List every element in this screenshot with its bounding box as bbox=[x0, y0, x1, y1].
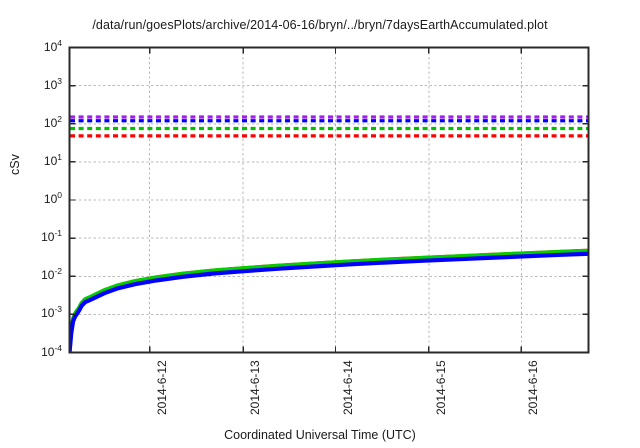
x-axis-label: Coordinated Universal Time (UTC) bbox=[224, 428, 416, 442]
page-title: /data/run/goesPlots/archive/2014-06-16/b… bbox=[92, 18, 548, 32]
y-tick-label: 101 bbox=[43, 151, 62, 168]
y-tick-label: 10-4 bbox=[41, 342, 62, 359]
y-tick-label: 102 bbox=[43, 113, 62, 130]
y-tick-label: 104 bbox=[43, 37, 62, 54]
y-tick-label: 10-2 bbox=[41, 266, 62, 283]
data-series-group bbox=[69, 248, 589, 353]
grid-lines bbox=[69, 47, 589, 353]
tick-marks bbox=[69, 46, 589, 354]
y-tick-label: 100 bbox=[43, 190, 62, 206]
y-tick-label: 10-1 bbox=[41, 228, 62, 245]
y-axis-tick-labels: 104 103 102 101 100 10-1 10-2 10-3 10-4 bbox=[0, 0, 64, 448]
accumulated-blue bbox=[69, 251, 589, 353]
threshold-lines bbox=[70, 115, 588, 138]
y-tick-label: 10-3 bbox=[41, 304, 62, 321]
y-tick-label: 103 bbox=[43, 75, 62, 92]
